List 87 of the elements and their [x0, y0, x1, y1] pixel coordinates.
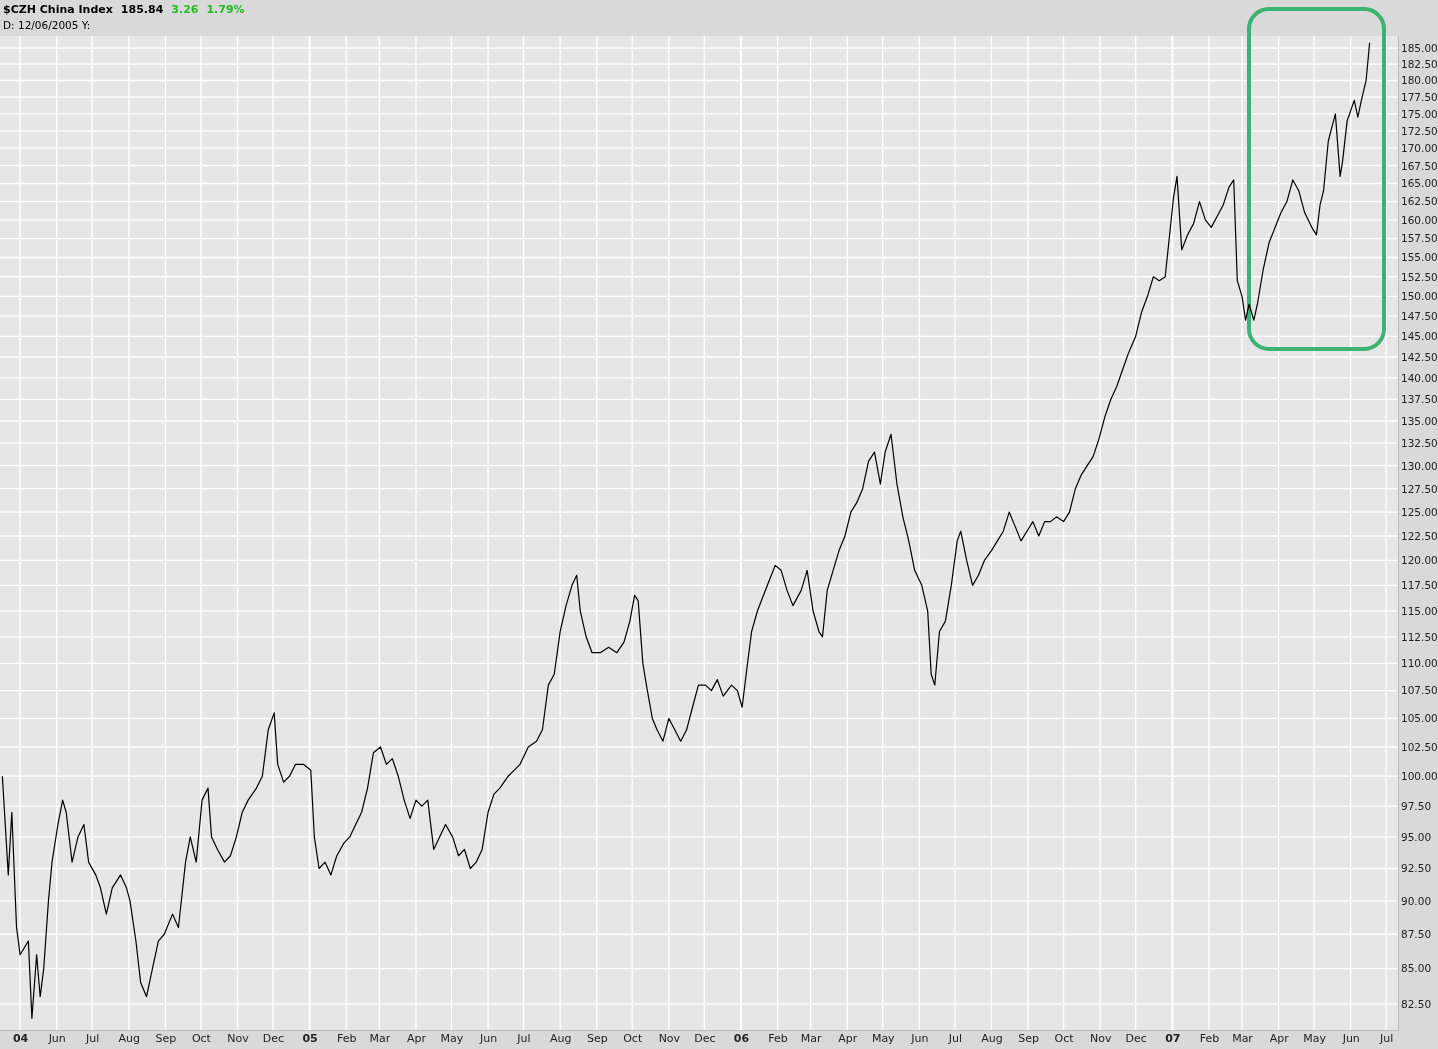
- y-tick-label: 125.00: [1401, 505, 1438, 518]
- x-tick-label: Sep: [586, 1031, 608, 1045]
- x-tick-label: Mar: [369, 1031, 391, 1045]
- y-tick-label: 97.50: [1401, 800, 1432, 813]
- x-tick-label: Aug: [981, 1031, 1003, 1045]
- y-tick-label: 132.50: [1401, 437, 1438, 449]
- y-tick-label: 102.50: [1401, 740, 1438, 753]
- x-tick-label: May: [871, 1031, 896, 1045]
- x-tick-label: 04: [12, 1031, 29, 1045]
- y-tick-label: 172.50: [1401, 124, 1438, 137]
- x-tick-label: Jul: [947, 1031, 962, 1045]
- y-tick-label: 157.50: [1401, 232, 1438, 245]
- x-tick-label: May: [440, 1031, 464, 1045]
- text: 185.84: [120, 3, 164, 16]
- y-tick-label: 92.50: [1401, 862, 1432, 875]
- x-tick-label: Sep: [1018, 1031, 1039, 1045]
- x-tick-label: Oct: [1054, 1031, 1075, 1045]
- y-tick-label: 152.50: [1401, 270, 1438, 283]
- y-tick-label: 177.50: [1401, 90, 1438, 103]
- x-tick-label: Jun: [910, 1031, 929, 1045]
- x-tick-label: May: [1303, 1031, 1327, 1045]
- y-tick-label: 110.00: [1401, 657, 1438, 670]
- y-tick-label: 105.00: [1401, 712, 1438, 725]
- x-tick-label: Apr: [406, 1031, 427, 1045]
- text: D: 12/06/2005 Y:: [3, 19, 91, 31]
- y-tick-label: 87.50: [1401, 928, 1432, 941]
- y-tick-label: 82.50: [1401, 997, 1432, 1010]
- x-tick-label: Nov: [658, 1031, 681, 1045]
- y-tick-label: 150.00: [1401, 290, 1438, 303]
- y-tick-label: 122.50: [1401, 529, 1438, 542]
- y-tick-label: 135.00: [1401, 414, 1438, 427]
- x-tick-label: Apr: [1269, 1031, 1290, 1045]
- y-tick-label: 160.00: [1401, 213, 1438, 226]
- x-tick-label: Jun: [478, 1031, 498, 1045]
- x-tick-label: Jul: [1379, 1031, 1394, 1045]
- y-tick-label: 85.00: [1401, 962, 1432, 975]
- y-tick-label: 165.00: [1401, 177, 1438, 190]
- y-tick-label: 180.00: [1401, 74, 1438, 87]
- x-tick-label: 05: [302, 1031, 318, 1045]
- x-tick-label: Aug: [118, 1031, 141, 1045]
- y-tick-label: 167.50: [1401, 159, 1438, 172]
- x-tick-label: Oct: [623, 1031, 643, 1045]
- y-tick-label: 130.00: [1401, 459, 1438, 472]
- x-tick-label: Feb: [768, 1031, 788, 1045]
- y-tick-label: 162.50: [1401, 195, 1438, 208]
- x-tick-label: Jun: [47, 1031, 66, 1045]
- x-tick-label: Apr: [838, 1031, 858, 1045]
- y-tick-label: 147.50: [1401, 310, 1438, 323]
- x-tick-label: Dec: [262, 1031, 285, 1045]
- x-tick-label: 06: [733, 1031, 750, 1045]
- x-tick-label: Feb: [1199, 1031, 1220, 1045]
- y-tick-label: 182.50: [1401, 58, 1438, 71]
- line-series: [1, 42, 1371, 1019]
- y-tick-label: 170.00: [1401, 142, 1438, 155]
- y-tick-label: 140.00: [1401, 371, 1438, 384]
- y-tick-label: 112.50: [1401, 630, 1438, 643]
- y-tick-label: 175.00: [1401, 107, 1438, 120]
- x-tick-label: Dec: [1125, 1031, 1147, 1045]
- x-tick-label: Feb: [337, 1031, 357, 1045]
- y-tick-label: 100.00: [1401, 770, 1438, 783]
- y-tick-label: 127.50: [1401, 482, 1438, 495]
- y-tick-label: 90.00: [1401, 894, 1432, 907]
- x-tick-label: Jun: [1341, 1031, 1360, 1045]
- x-tick-label: Mar: [800, 1031, 823, 1045]
- y-tick-label: 117.50: [1401, 579, 1438, 592]
- x-tick-label: Dec: [694, 1031, 716, 1045]
- y-tick-label: 155.00: [1401, 251, 1438, 264]
- y-tick-label: 107.50: [1401, 684, 1438, 697]
- x-tick-label: Jul: [516, 1031, 531, 1045]
- x-tick-label: Sep: [155, 1031, 177, 1045]
- text: 3.26: [171, 3, 199, 16]
- y-tick-label: 145.00: [1401, 330, 1438, 343]
- x-tick-label: Oct: [191, 1031, 212, 1045]
- y-tick-label: 142.50: [1401, 350, 1438, 363]
- x-tick-label: 07: [1165, 1031, 1181, 1045]
- x-tick-label: Nov: [227, 1031, 250, 1045]
- x-tick-label: Nov: [1089, 1031, 1112, 1045]
- chart-title: $CZH China Index: [3, 3, 113, 16]
- y-tick-label: 120.00: [1401, 554, 1438, 567]
- x-tick-label: Jul: [85, 1031, 100, 1045]
- x-tick-label: Aug: [549, 1031, 572, 1045]
- y-tick-label: 137.50: [1401, 393, 1438, 406]
- x-tick-label: Mar: [1232, 1031, 1254, 1045]
- y-tick-label: 185.00: [1401, 41, 1438, 54]
- y-tick-label: 115.00: [1401, 604, 1438, 617]
- text: 1.79%: [206, 3, 245, 16]
- y-tick-label: 95.00: [1401, 830, 1432, 843]
